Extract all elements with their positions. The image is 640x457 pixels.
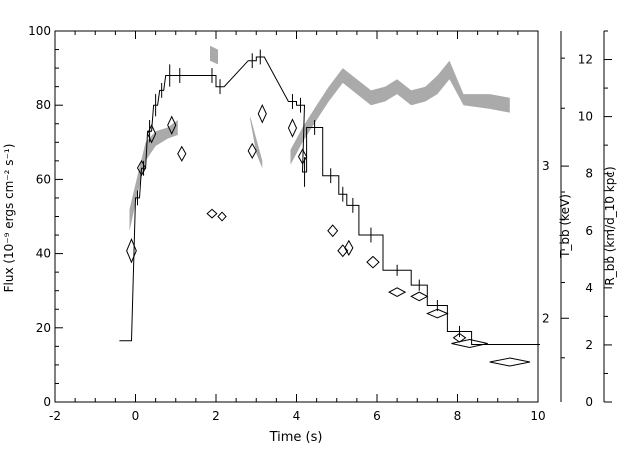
radius-diamond [177, 145, 187, 162]
radius-diamond [147, 124, 157, 144]
radius-tick-label: 8 [585, 167, 593, 181]
radius-diamond [410, 291, 429, 302]
y-axis-label: Flux (10⁻⁹ ergs cm⁻² s⁻¹) [2, 144, 16, 293]
temperature-band-1 [210, 45, 218, 65]
radius-tick-label: 12 [578, 53, 593, 67]
temperature-band-3 [290, 60, 510, 165]
y-tick-label: 60 [36, 172, 51, 186]
y-tick-label: 100 [28, 24, 51, 38]
temperature-tick-label: 2 [542, 311, 550, 325]
temperature-bands [129, 45, 510, 232]
radius-diamond [366, 255, 380, 269]
radius-tick-label: 6 [585, 224, 593, 238]
radius-diamond [126, 238, 137, 264]
x-tick-label: 2 [212, 409, 220, 423]
radius-tick-label: 10 [578, 110, 593, 124]
flux-step-line [119, 56, 540, 345]
x-tick-label: 4 [293, 409, 301, 423]
y-tick-label: 80 [36, 98, 51, 112]
radius-diamond [337, 244, 349, 258]
radius-diamond [287, 118, 298, 138]
y-tick-label: 40 [36, 247, 51, 261]
radius-diamond [167, 115, 177, 135]
radius-diamond [247, 142, 257, 160]
radius-diamond [426, 308, 449, 319]
radius-tick-label: 2 [585, 338, 593, 352]
x-tick-label: 10 [530, 409, 545, 423]
radius-diamond [297, 148, 308, 165]
radius-axis-label: R_bb (km/d_10 kpc) [603, 166, 617, 285]
radius-diamond [206, 208, 218, 219]
radius-diamond [489, 357, 531, 367]
radius-diamond [217, 211, 227, 222]
x-tick-label: 8 [454, 409, 462, 423]
flux-series [119, 49, 540, 345]
radius-tick-label: 0 [585, 395, 593, 409]
radius-diamond [388, 287, 407, 297]
radius-diamond [327, 224, 339, 238]
radius-diamond [136, 159, 147, 177]
x-tick-label: -2 [49, 409, 61, 423]
temperature-band-0 [129, 120, 178, 232]
radius-tick-label: 4 [585, 281, 593, 295]
temperature-tick-label: 3 [542, 159, 550, 173]
x-tick-label: 6 [373, 409, 381, 423]
temperature-axis-label: T_bb (keV) [558, 194, 572, 259]
radius-diamond [451, 338, 488, 349]
y-tick-label: 0 [43, 395, 51, 409]
y-tick-label: 20 [36, 321, 51, 335]
x-axis-label: Time (s) [269, 430, 323, 445]
radius-diamond [344, 239, 354, 257]
x-tick-label: 0 [132, 409, 140, 423]
temperature-band-2 [250, 116, 263, 169]
radius-diamond [257, 104, 267, 124]
radius-series [126, 104, 531, 367]
